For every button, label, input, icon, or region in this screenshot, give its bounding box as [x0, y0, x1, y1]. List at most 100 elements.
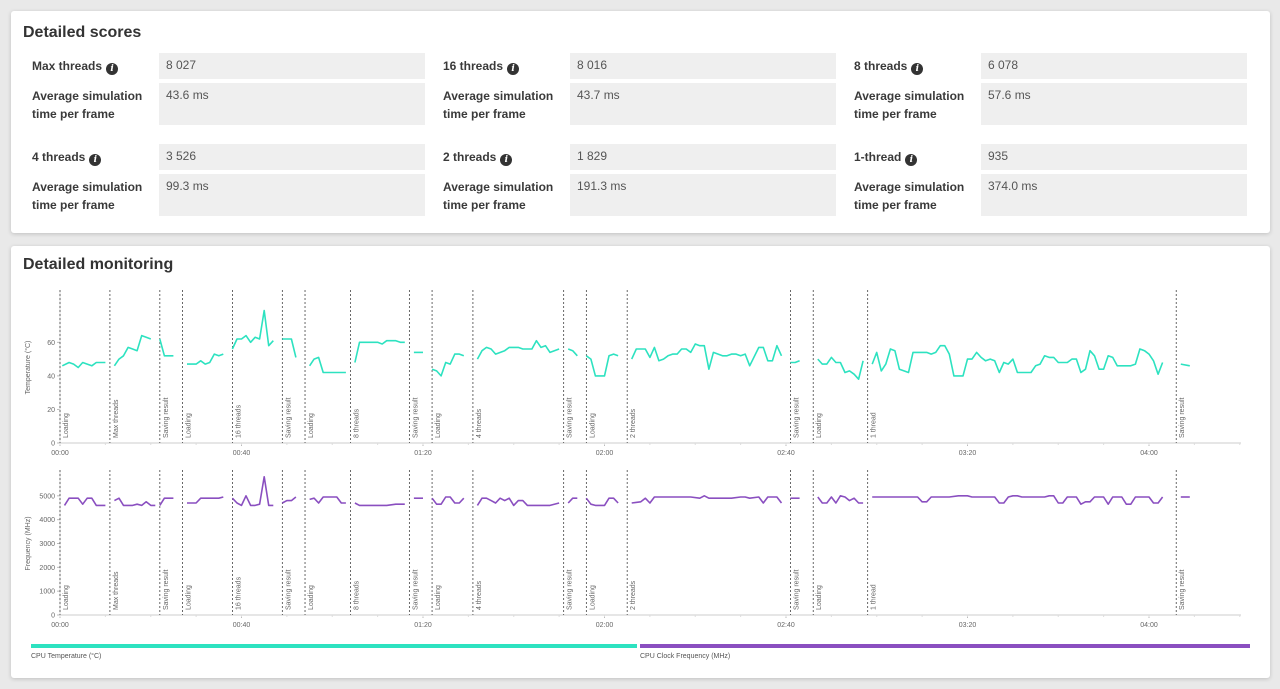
sim-time-label: Average simulation time per frame	[32, 89, 143, 121]
y-tick-label-frequency: 1000	[39, 589, 55, 596]
info-icon[interactable]: i	[89, 154, 102, 166]
score-label-text: 4 threads	[32, 150, 86, 164]
info-icon[interactable]: i	[911, 63, 924, 75]
detailed-scores-card: Detailed scores Max threads i 8 027 Average…	[11, 11, 1270, 233]
score-label: Max threads i	[32, 57, 119, 75]
score-label-text: Max threads	[32, 59, 103, 73]
x-tick-label-temperature: 04:00	[1140, 450, 1158, 457]
y-tick-label-temperature: 20	[47, 407, 55, 414]
series-line-temperature	[187, 353, 224, 365]
info-icon[interactable]: i	[500, 154, 513, 166]
info-icon[interactable]: i	[507, 63, 520, 75]
y-axis-label-frequency: Frequency (MHz)	[25, 516, 32, 570]
series-line-frequency	[187, 496, 224, 504]
legend-label-temperature: CPU Temperature (°C)	[31, 653, 102, 660]
phase-marker-label-temperature: Saving result	[412, 397, 419, 438]
series-line-temperature	[61, 361, 106, 369]
series-line-frequency	[476, 497, 560, 507]
phase-marker-label-frequency: Saving result	[1179, 569, 1186, 610]
x-tick-label-frequency: 01:20	[414, 622, 432, 629]
phase-marker-label-frequency: Saving result	[163, 569, 170, 610]
phase-marker-label-frequency: Saving result	[412, 569, 419, 610]
series-line-frequency	[159, 497, 174, 506]
sim-time-label: Average simulation time per frame	[32, 180, 143, 212]
series-line-frequency	[567, 497, 578, 504]
phase-marker-label-temperature: Saving result	[794, 397, 801, 438]
y-tick-label-frequency: 0	[51, 613, 55, 620]
y-tick-label-frequency: 4000	[39, 517, 55, 524]
score-label: 8 threads i	[854, 57, 924, 75]
sim-time-value: 43.7 ms	[570, 83, 836, 125]
score-label: 1-thread i	[854, 148, 918, 166]
series-line-temperature	[431, 353, 465, 377]
y-tick-label-temperature: 60	[47, 340, 55, 347]
sim-time-value: 57.6 ms	[981, 83, 1247, 125]
phase-marker-label-frequency: Saving result	[794, 569, 801, 610]
phase-marker-label-temperature: 1 thread	[871, 412, 878, 438]
series-line-frequency	[585, 497, 619, 507]
x-tick-label-temperature: 01:20	[414, 450, 432, 457]
phase-marker-label-temperature: Loading	[435, 413, 442, 438]
sim-time-label: Average simulation time per frame	[854, 89, 965, 121]
legend-bar-temperature[interactable]	[31, 644, 637, 648]
phase-marker-label-frequency: 4 threads	[476, 580, 483, 610]
x-tick-label-temperature: 03:20	[959, 450, 977, 457]
phase-marker-label-temperature: Loading	[186, 413, 193, 438]
series-line-temperature	[231, 309, 274, 350]
sim-time-label: Average simulation time per frame	[443, 89, 554, 121]
phase-marker-label-temperature: Loading	[308, 413, 315, 438]
phase-marker-label-temperature: Max threads	[113, 399, 120, 438]
phase-marker-label-temperature: Loading	[589, 413, 596, 438]
phase-marker-label-temperature: 8 threads	[353, 408, 360, 438]
y-tick-label-frequency: 3000	[39, 541, 55, 548]
sim-time-value: 374.0 ms	[981, 174, 1247, 216]
series-line-temperature	[630, 343, 783, 370]
series-line-frequency	[631, 495, 783, 504]
series-line-temperature	[308, 356, 346, 374]
phase-marker-label-frequency: Saving result	[567, 569, 574, 610]
phase-marker-label-temperature: Saving result	[285, 397, 292, 438]
series-line-temperature	[113, 334, 152, 367]
series-line-frequency	[231, 476, 274, 507]
series-line-temperature	[817, 356, 864, 380]
score-value: 8 027	[159, 53, 425, 79]
phase-marker-label-frequency: 1 thread	[871, 584, 878, 610]
phase-marker-label-temperature: 2 threads	[630, 408, 637, 438]
score-label-text: 2 threads	[443, 150, 497, 164]
score-value: 8 016	[570, 53, 836, 79]
score-label-text: 1-thread	[854, 150, 902, 164]
phase-marker-label-frequency: 2 threads	[630, 580, 637, 610]
x-tick-label-frequency: 04:00	[1140, 622, 1158, 629]
series-line-temperature	[1180, 363, 1190, 367]
score-label: 2 threads i	[443, 148, 513, 166]
score-value: 3 526	[159, 144, 425, 170]
phase-marker-label-frequency: Max threads	[113, 571, 120, 610]
legend-bar-frequency[interactable]	[640, 644, 1250, 648]
phase-marker-label-temperature: Loading	[63, 413, 70, 438]
x-tick-label-frequency: 02:40	[777, 622, 795, 629]
sim-time-value: 99.3 ms	[159, 174, 425, 216]
series-line-frequency	[817, 495, 864, 504]
score-label: 16 threads i	[443, 57, 520, 75]
y-axis-label-temperature: Temperature (°C)	[24, 341, 32, 395]
x-tick-label-temperature: 02:40	[777, 450, 795, 457]
score-label-text: 16 threads	[443, 59, 504, 73]
info-icon[interactable]: i	[106, 63, 119, 75]
phase-marker-label-frequency: 16 threads	[235, 576, 242, 610]
sim-time-label: Average simulation time per frame	[854, 180, 965, 212]
x-tick-label-frequency: 03:20	[959, 622, 977, 629]
phase-marker-label-temperature: Saving result	[163, 397, 170, 438]
series-line-temperature	[790, 360, 800, 364]
phase-marker-label-temperature: Loading	[816, 413, 823, 438]
sim-time-value: 43.6 ms	[159, 83, 425, 125]
phase-marker-label-frequency: Loading	[186, 585, 193, 610]
info-icon[interactable]: i	[905, 154, 918, 166]
phase-marker-label-frequency: Loading	[63, 585, 70, 610]
x-tick-label-temperature: 02:00	[596, 450, 614, 457]
phase-marker-label-frequency: Loading	[589, 585, 596, 610]
monitoring-title: Detailed monitoring	[23, 256, 174, 273]
series-line-frequency	[872, 495, 1164, 505]
series-line-frequency	[431, 496, 465, 505]
series-line-temperature	[282, 338, 297, 358]
